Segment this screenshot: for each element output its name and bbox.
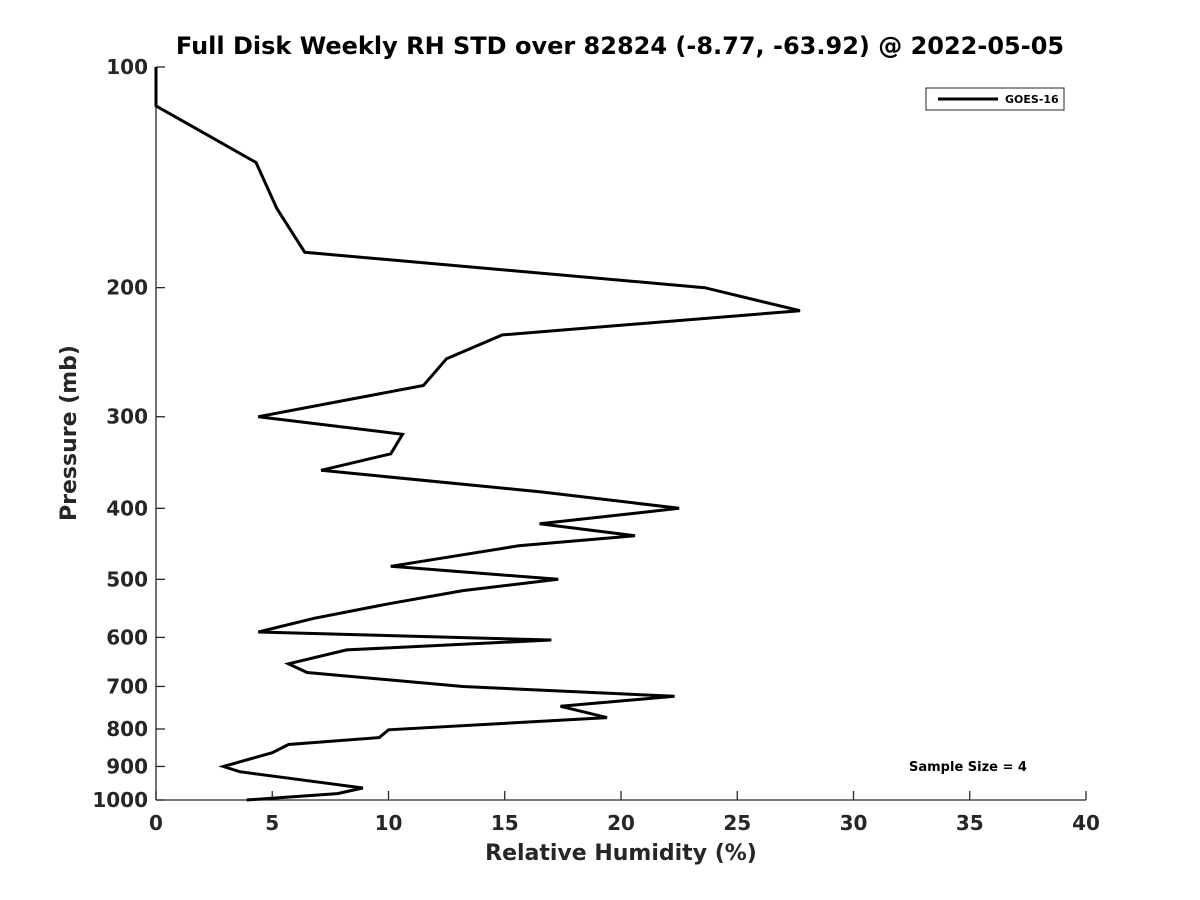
- y-tick-label: 1000: [92, 788, 148, 812]
- x-tick-label: 5: [265, 811, 279, 835]
- y-axis-ticks: 100 200 300 400 500 600 700 800 900 1000: [92, 55, 165, 812]
- legend: GOES-16: [925, 87, 1065, 111]
- x-tick-label: 30: [840, 811, 868, 835]
- plot-area: [156, 67, 1086, 800]
- x-tick-label: 40: [1072, 811, 1100, 835]
- x-tick-label: 35: [956, 811, 984, 835]
- y-tick-label: 400: [106, 496, 148, 520]
- y-tick-label: 100: [106, 55, 148, 79]
- sample-size-annotation: Sample Size = 4: [909, 760, 1027, 775]
- y-tick-label: 900: [106, 754, 148, 778]
- x-tick-label: 15: [491, 811, 519, 835]
- y-axis-label: Pressure (mb): [57, 345, 82, 521]
- y-tick-label: 300: [106, 405, 148, 429]
- chart-title: Full Disk Weekly RH STD over 82824 (-8.7…: [176, 32, 1064, 60]
- legend-entry-goes16: GOES-16: [1005, 93, 1059, 106]
- y-tick-label: 500: [106, 567, 148, 591]
- x-tick-label: 10: [375, 811, 403, 835]
- series-line-goes16: [154, 67, 801, 802]
- y-tick-label: 600: [106, 625, 148, 649]
- x-tick-label: 0: [149, 811, 163, 835]
- x-axis-label: Relative Humidity (%): [485, 841, 757, 866]
- x-axis-ticks: 0 5 10 15 20 25 30 35 40: [149, 791, 1100, 835]
- x-tick-label: 20: [607, 811, 635, 835]
- y-tick-label: 700: [106, 674, 148, 698]
- x-tick-label: 25: [723, 811, 751, 835]
- y-tick-label: 200: [106, 276, 148, 300]
- y-tick-label: 800: [106, 717, 148, 741]
